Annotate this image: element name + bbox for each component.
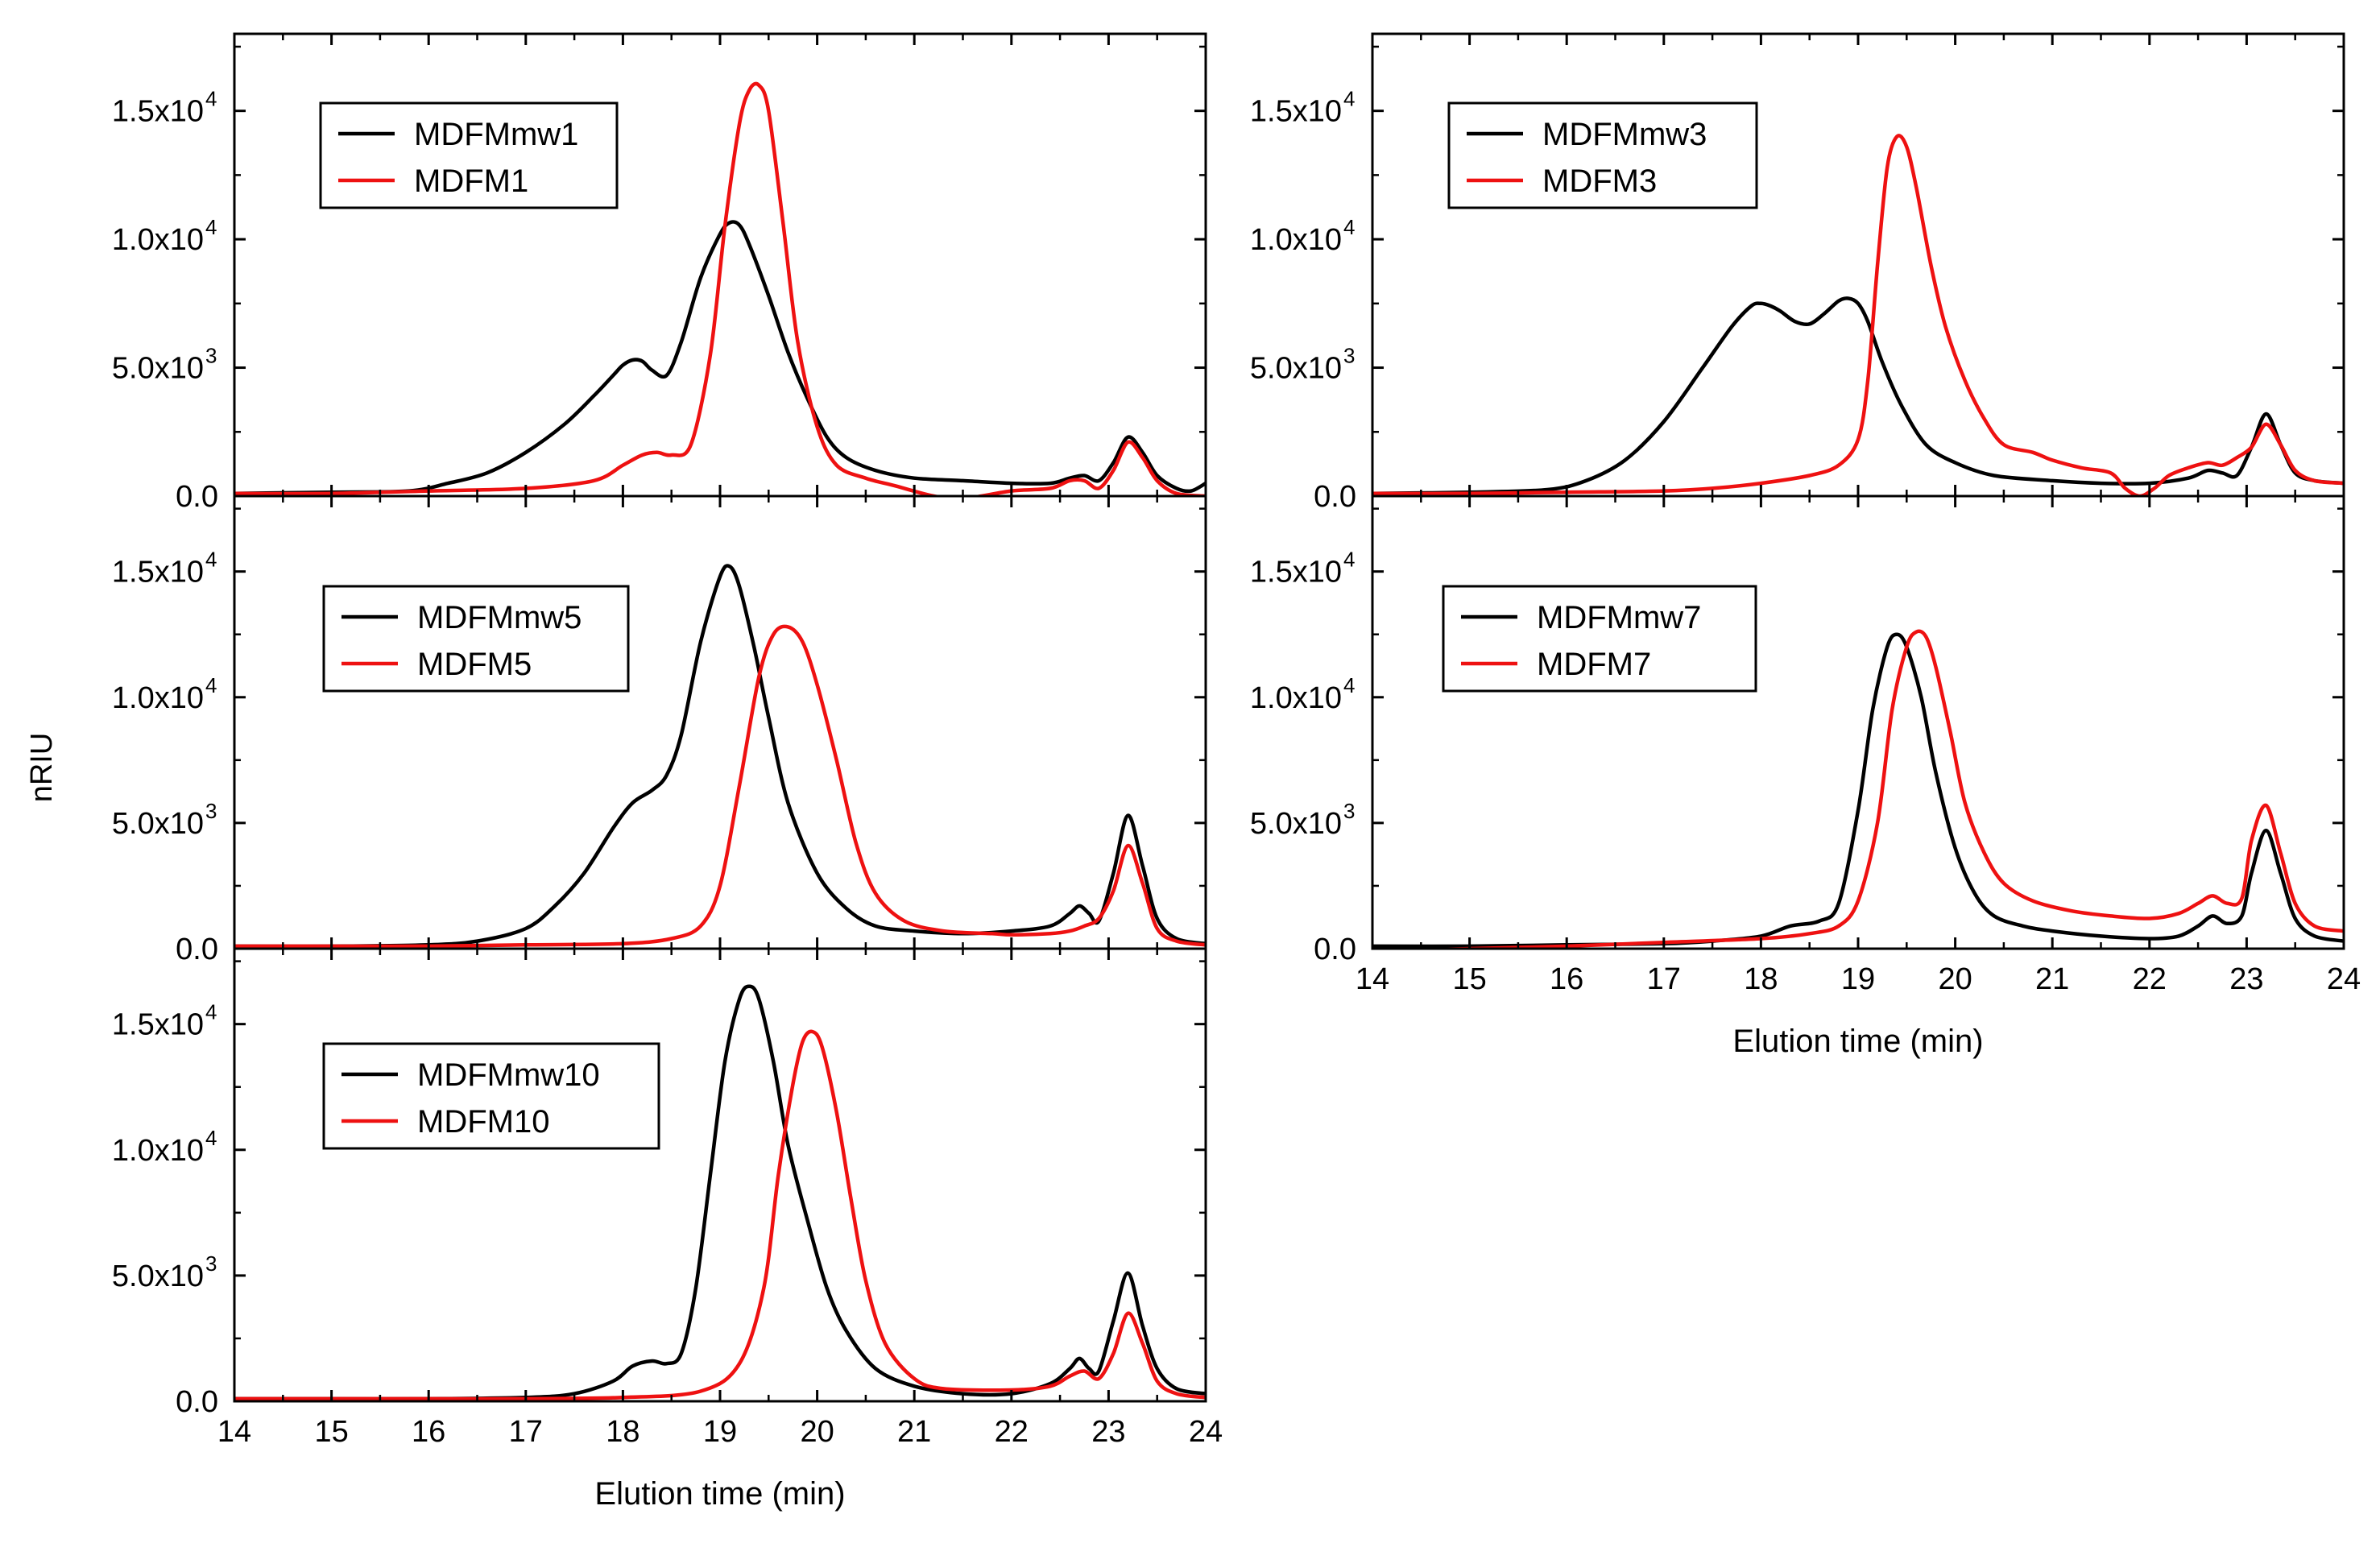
panel-middle-right: 14 15 16 17 18 19 20 21 22 23 24 Elution time (min)… xyxy=(1250,494,2361,1059)
y-tick-label: 1.5x10 xyxy=(112,95,204,129)
series-line-MDFMmw3 xyxy=(1372,296,2344,496)
y-tick-exponent: 4 xyxy=(205,673,217,697)
y-tick-label: 5.0x10 xyxy=(1250,352,1342,386)
x-tick-label: 14 xyxy=(217,1415,251,1449)
series-line-MDFMmw1 xyxy=(234,220,1206,496)
x-tick-label: 20 xyxy=(800,1415,834,1449)
x-tick-label: 19 xyxy=(703,1415,737,1449)
legend-box xyxy=(319,101,619,209)
x-tick-label: 17 xyxy=(509,1415,543,1449)
y-tick-exponent: 4 xyxy=(1343,548,1355,572)
y-tick-label: 0.0 xyxy=(176,1385,218,1419)
y-tick-label: 1.0x10 xyxy=(112,681,204,715)
x-tick-label: 14 xyxy=(1356,962,1389,996)
y-tick-label: 0.0 xyxy=(176,933,218,966)
x-tick-label: 23 xyxy=(2229,962,2263,996)
y-tick-label: 1.0x10 xyxy=(112,223,204,257)
legend-label: MDFMmw1 xyxy=(414,117,578,152)
x-tick-label: 22 xyxy=(2133,962,2167,996)
y-tick-label: 1.5x10 xyxy=(112,556,204,589)
y-tick-label: 0.0 xyxy=(176,480,218,514)
x-tick-label: 15 xyxy=(314,1415,348,1449)
legend: MDFMmw1 MDFM1 xyxy=(319,101,619,209)
series-line-MDFM7 xyxy=(1399,629,2344,949)
legend-box xyxy=(322,1042,660,1150)
legend-box xyxy=(322,585,630,693)
x-tick-label: 18 xyxy=(1744,962,1778,996)
x-tick-label: 19 xyxy=(1841,962,1875,996)
y-tick-label: 1.0x10 xyxy=(1250,681,1342,715)
x-tick-label: 23 xyxy=(1091,1415,1125,1449)
y-tick-label: 0.0 xyxy=(1314,933,1356,966)
x-tick-label: 24 xyxy=(1189,1415,1223,1449)
legend-label: MDFM7 xyxy=(1537,647,1651,682)
y-tick-label: 1.0x10 xyxy=(1250,223,1342,257)
legend-label: MDFM10 xyxy=(417,1104,549,1140)
y-tick-exponent: 4 xyxy=(205,1126,217,1150)
legend-label: MDFM3 xyxy=(1542,163,1657,199)
y-tick-exponent: 3 xyxy=(1343,344,1355,368)
y-tick-label: 5.0x10 xyxy=(112,807,204,841)
x-tick-label: 20 xyxy=(1938,962,1972,996)
series-line-MDFM1 xyxy=(234,81,1206,496)
x-tick-label: 18 xyxy=(606,1415,639,1449)
legend-label: MDFMmw10 xyxy=(417,1057,600,1093)
legend: MDFMmw10 MDFM10 xyxy=(322,1042,660,1150)
y-tick-exponent: 3 xyxy=(205,799,217,823)
legend-box xyxy=(1447,101,1758,209)
legend: MDFMmw7 MDFM7 xyxy=(1442,585,1757,693)
y-tick-label: 1.5x10 xyxy=(1250,95,1342,129)
legend-label: MDFMmw5 xyxy=(417,600,582,635)
x-tick-label: 16 xyxy=(412,1415,445,1449)
x-tick-label: 15 xyxy=(1452,962,1486,996)
series-line-MDFM10 xyxy=(234,1029,1206,1401)
y-tick-exponent: 4 xyxy=(1343,673,1355,697)
panel-bottom-left: 14 15 16 17 18 19 20 21 22 23 24 Elution time (min)… xyxy=(112,947,1223,1512)
plot-frame xyxy=(1371,494,2345,950)
y-tick-exponent: 4 xyxy=(205,87,217,111)
y-tick-exponent: 3 xyxy=(205,344,217,368)
legend: MDFMmw3 MDFM3 xyxy=(1447,101,1758,209)
x-tick-label: 21 xyxy=(897,1415,931,1449)
y-tick-label: 0.0 xyxy=(1314,480,1356,514)
y-tick-exponent: 4 xyxy=(205,548,217,572)
series-line-MDFM3 xyxy=(1372,134,2344,496)
x-tick-label: 17 xyxy=(1647,962,1681,996)
y-tick-label: 1.5x10 xyxy=(1250,556,1342,589)
y-tick-label: 5.0x10 xyxy=(112,1260,204,1293)
legend-label: MDFM1 xyxy=(414,163,528,199)
y-tick-label: 1.5x10 xyxy=(112,1008,204,1042)
x-axis-title: Elution time (min) xyxy=(594,1476,845,1512)
legend-box xyxy=(1442,585,1757,693)
y-tick-exponent: 4 xyxy=(1343,87,1355,111)
y-tick-exponent: 4 xyxy=(1343,215,1355,239)
y-tick-exponent: 4 xyxy=(205,215,217,239)
x-axis-title: Elution time (min) xyxy=(1732,1024,1983,1059)
y-axis-title: nRIU xyxy=(25,733,59,803)
y-tick-exponent: 3 xyxy=(1343,799,1355,823)
series-line-MDFM5 xyxy=(234,624,1206,949)
y-tick-exponent: 3 xyxy=(205,1251,217,1276)
plot-frame xyxy=(233,947,1207,1403)
legend-label: MDFMmw7 xyxy=(1537,600,1701,635)
legend-label: MDFM5 xyxy=(417,647,532,682)
legend: MDFMmw5 MDFM5 xyxy=(322,585,630,693)
y-tick-exponent: 4 xyxy=(205,1000,217,1024)
y-tick-label: 5.0x10 xyxy=(112,352,204,386)
series-line-MDFMmw7 xyxy=(1372,632,2344,949)
x-tick-label: 21 xyxy=(2035,962,2069,996)
legend-label: MDFMmw3 xyxy=(1542,117,1707,152)
y-tick-label: 1.0x10 xyxy=(112,1134,204,1168)
x-tick-label: 22 xyxy=(995,1415,1029,1449)
x-tick-label: 16 xyxy=(1550,962,1583,996)
x-tick-label: 24 xyxy=(2327,962,2361,996)
y-tick-label: 5.0x10 xyxy=(1250,807,1342,841)
